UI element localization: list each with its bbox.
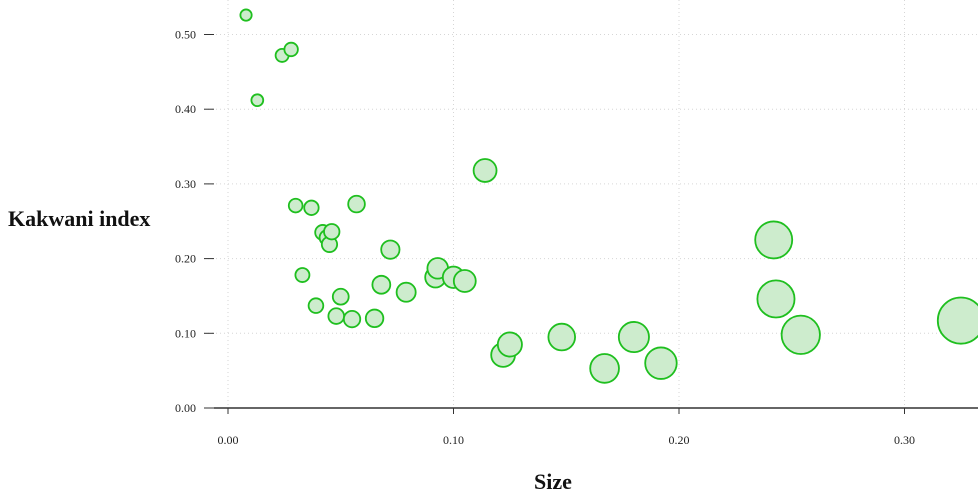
- data-point: [936, 296, 978, 345]
- data-point: [589, 353, 620, 384]
- data-point: [780, 314, 821, 355]
- data-point: [395, 281, 417, 303]
- y-tick-label: 0.30: [175, 177, 196, 191]
- data-point: [331, 287, 350, 306]
- data-point: [323, 223, 341, 241]
- data-point: [371, 274, 392, 295]
- x-tick-label: 0.00: [218, 433, 239, 447]
- x-tick-label: 0.20: [669, 433, 690, 447]
- data-points: [239, 8, 978, 384]
- x-tick-label: 0.30: [894, 433, 915, 447]
- x-tick-label: 0.10: [443, 433, 464, 447]
- data-point: [342, 309, 362, 329]
- data-point: [644, 346, 678, 380]
- data-point: [364, 308, 385, 329]
- data-point: [452, 269, 477, 293]
- data-point: [283, 41, 299, 58]
- y-axis-title: Kakwani index: [8, 206, 150, 231]
- data-point: [239, 8, 253, 22]
- data-point: [754, 220, 794, 260]
- y-tick-label: 0.00: [175, 401, 196, 415]
- y-tick-label: 0.10: [175, 326, 196, 340]
- tick-labels: 0.00 0.10 0.20 0.30 0.00 0.10 0.20 0.30 0.40 0.50: [175, 28, 915, 448]
- data-point: [307, 297, 325, 314]
- data-point: [496, 331, 523, 358]
- data-point: [327, 307, 345, 325]
- y-tick-label: 0.50: [175, 28, 196, 42]
- data-point: [294, 267, 311, 283]
- x-axis-title: Size: [534, 469, 572, 494]
- grid-lines: [204, 0, 978, 414]
- y-tick-label: 0.20: [175, 252, 196, 266]
- data-point: [250, 93, 265, 108]
- data-point: [472, 158, 498, 183]
- y-tick-label: 0.40: [175, 102, 196, 116]
- data-point: [303, 199, 320, 216]
- data-point: [617, 321, 650, 354]
- data-point: [756, 279, 796, 319]
- data-point: [347, 194, 366, 214]
- data-point: [547, 322, 576, 352]
- data-point: [380, 239, 401, 260]
- data-point: [287, 197, 304, 214]
